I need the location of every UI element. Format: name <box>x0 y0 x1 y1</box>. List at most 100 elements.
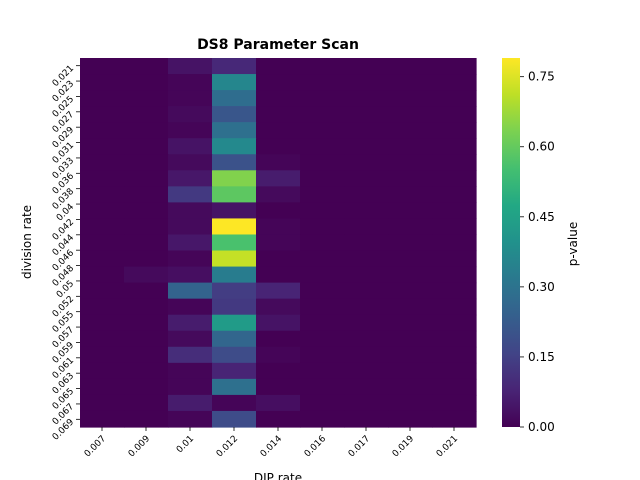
heatmap-cell <box>212 394 257 412</box>
heatmap-cell <box>124 122 169 139</box>
heatmap-cell <box>212 90 257 107</box>
heatmap-cell <box>80 298 125 316</box>
heatmap-cell <box>388 74 433 91</box>
colorbar-label: p-value <box>566 222 580 266</box>
heatmap-cell <box>80 394 125 412</box>
heatmap-cell <box>344 58 389 75</box>
x-tick-label: 0.016 <box>303 434 328 459</box>
heatmap-cell <box>300 346 345 364</box>
heatmap-cell <box>168 138 213 155</box>
heatmap-cell <box>212 362 257 380</box>
x-axis-ticks: 0.007 0.009 0.01 0.012 0.014 0.016 0.017 0.019 0… <box>83 427 460 459</box>
colorbar-tick-label: 0.15 <box>528 350 555 364</box>
heatmap-cell <box>124 90 169 107</box>
heatmap-cell <box>212 298 257 316</box>
heatmap-cell <box>256 234 301 252</box>
heatmap-cell <box>256 90 301 107</box>
heatmap-cell <box>212 122 257 139</box>
heatmap-cell <box>256 106 301 123</box>
heatmap-cell <box>124 330 169 348</box>
heatmap-cell <box>256 58 301 75</box>
heatmap-cell <box>80 202 125 220</box>
heatmap-cell <box>168 410 213 428</box>
heatmap-cell <box>124 266 169 284</box>
heatmap-cell <box>80 234 125 252</box>
heatmap-cell <box>300 90 345 107</box>
heatmap-cell <box>432 186 477 203</box>
heatmap-cell <box>80 218 125 236</box>
heatmap-cell <box>388 186 433 203</box>
heatmap-cell <box>212 282 257 300</box>
heatmap-cell <box>168 314 213 332</box>
heatmap-cell <box>168 346 213 364</box>
heatmap-cell <box>300 154 345 171</box>
heatmap-cell <box>168 154 213 171</box>
heatmap-cell <box>168 90 213 107</box>
heatmap-cell <box>168 282 213 300</box>
heatmap-cell <box>168 362 213 380</box>
x-tick-label: 0.007 <box>83 434 108 459</box>
heatmap-cell <box>256 154 301 171</box>
heatmap-cell <box>344 154 389 171</box>
heatmap-cell <box>124 250 169 268</box>
heatmap-cell <box>256 346 301 364</box>
heatmap-cell <box>432 362 477 380</box>
heatmap-cell <box>124 106 169 123</box>
heatmap-cell <box>80 170 125 187</box>
heatmap-cell <box>300 218 345 236</box>
x-tick-label: 0.01 <box>175 434 196 455</box>
heatmap-cell <box>212 346 257 364</box>
heatmap-cell <box>300 106 345 123</box>
heatmap-cell <box>344 314 389 332</box>
heatmap-cell <box>80 58 125 75</box>
heatmap-cell <box>432 138 477 155</box>
heatmap-cell <box>124 378 169 396</box>
heatmap-cell <box>432 346 477 364</box>
heatmap-cell <box>344 282 389 300</box>
heatmap-cell <box>256 330 301 348</box>
heatmap-cell <box>124 202 169 220</box>
heatmap-cell <box>80 138 125 155</box>
heatmap-cell <box>80 250 125 268</box>
heatmap-cell <box>124 314 169 332</box>
heatmap-cell <box>124 410 169 428</box>
heatmap-cell <box>300 314 345 332</box>
heatmap-cell <box>168 202 213 220</box>
heatmap-cell <box>432 314 477 332</box>
heatmap-cell <box>124 218 169 236</box>
heatmap-cell <box>168 218 213 236</box>
heatmap-cell <box>212 218 257 236</box>
heatmap-cell <box>80 362 125 380</box>
chart-title: DS8 Parameter Scan <box>197 37 359 53</box>
colorbar-tick-label: 0.30 <box>528 280 555 294</box>
colorbar-tick-label: 0.45 <box>528 210 555 224</box>
colorbar-tick-label: 0.60 <box>528 140 555 154</box>
heatmap-cell <box>300 138 345 155</box>
heatmap-cell <box>344 394 389 412</box>
heatmap-cell <box>344 170 389 187</box>
x-tick-label: 0.012 <box>215 434 240 459</box>
heatmap-cell <box>344 106 389 123</box>
heatmap-cell <box>256 378 301 396</box>
heatmap-cell <box>344 346 389 364</box>
heatmap-cell <box>168 186 213 203</box>
x-tick-label: 0.014 <box>259 434 284 459</box>
heatmap-cell <box>124 298 169 316</box>
heatmap-cell <box>256 362 301 380</box>
heatmap-cell <box>388 362 433 380</box>
heatmap-cell <box>344 122 389 139</box>
x-tick-label: 0.009 <box>127 434 152 459</box>
heatmap-cell <box>80 186 125 203</box>
heatmap-cell <box>432 202 477 220</box>
heatmap-cell <box>388 394 433 412</box>
heatmap-cell <box>256 298 301 316</box>
heatmap-cell <box>124 58 169 75</box>
heatmap-cell <box>344 362 389 380</box>
heatmap-cell <box>212 106 257 123</box>
x-tick-label: 0.021 <box>435 434 460 459</box>
heatmap-cell <box>168 266 213 284</box>
heatmap-cell <box>168 74 213 91</box>
heatmap-cell <box>300 186 345 203</box>
heatmap-cell <box>212 250 257 268</box>
heatmap-cell <box>388 202 433 220</box>
